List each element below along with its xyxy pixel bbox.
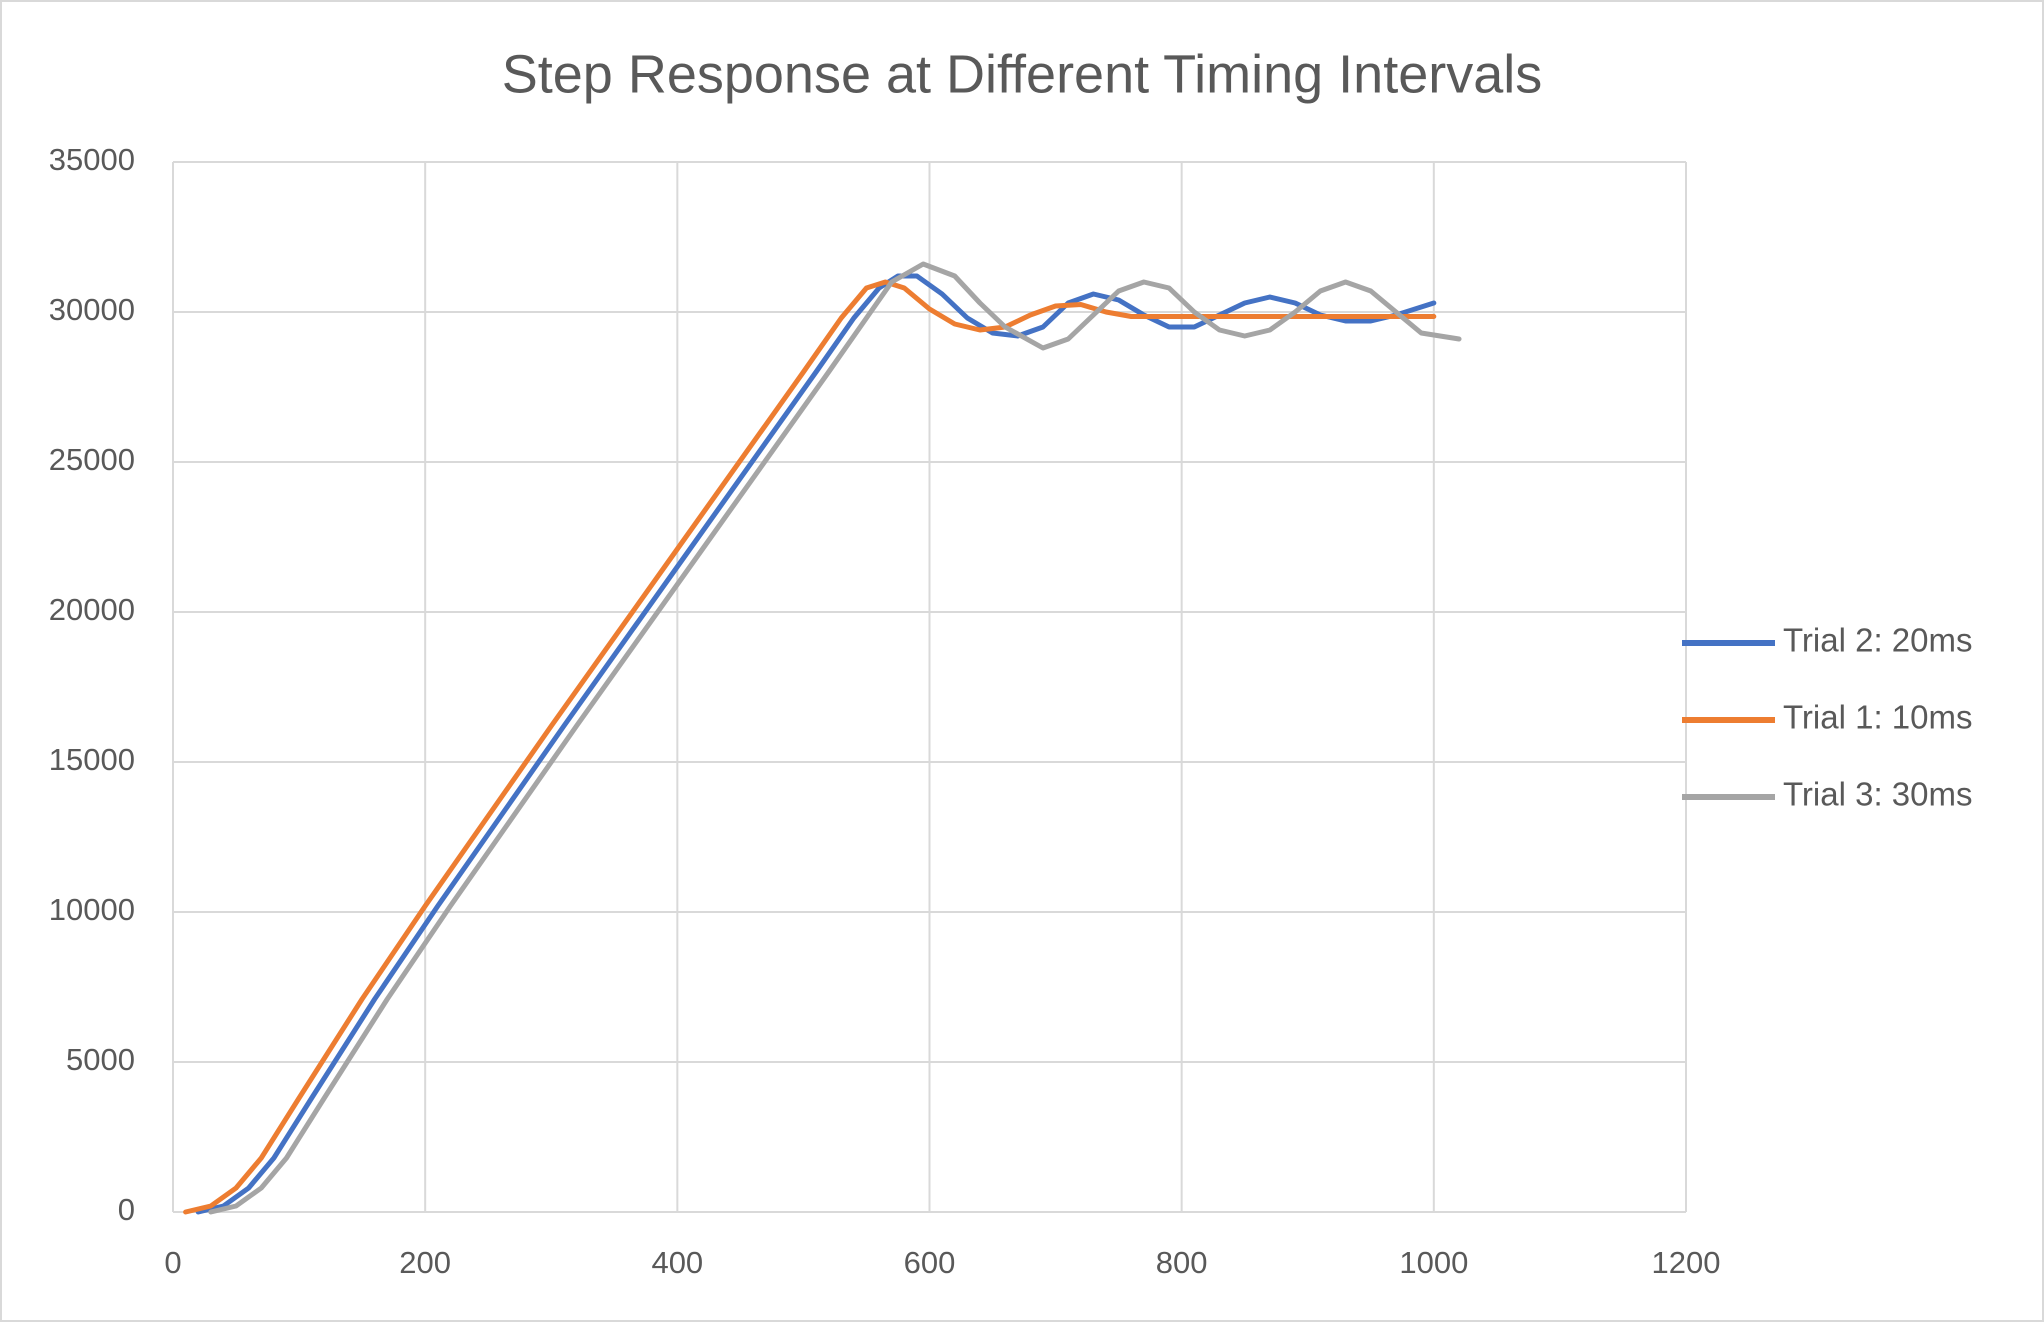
y-tick-label: 0 [118,1192,135,1227]
x-tick-label: 400 [651,1245,703,1280]
legend-label: Trial 2: 20ms [1783,622,1973,659]
x-tick-label: 200 [399,1245,451,1280]
x-tick-label: 1000 [1399,1245,1468,1280]
series-line [208,261,1462,1215]
legend-label: Trial 1: 10ms [1783,699,1973,736]
y-tick-label: 10000 [49,892,135,927]
chart-title: Step Response at Different Timing Interv… [502,44,1543,104]
y-tick-label: 30000 [49,292,135,327]
x-tick-label: 600 [904,1245,956,1280]
series-line [183,279,1437,1215]
y-tick-label: 15000 [49,742,135,777]
x-tick-label: 800 [1156,1245,1208,1280]
y-tick-label: 25000 [49,442,135,477]
x-tick-label: 1200 [1652,1245,1721,1280]
y-tick-label: 5000 [66,1042,135,1077]
y-tick-label: 20000 [49,592,135,627]
legend-label: Trial 3: 30ms [1783,776,1973,813]
x-tick-label: 0 [164,1245,181,1280]
series-line [195,273,1437,1215]
y-tick-label: 35000 [49,142,135,177]
